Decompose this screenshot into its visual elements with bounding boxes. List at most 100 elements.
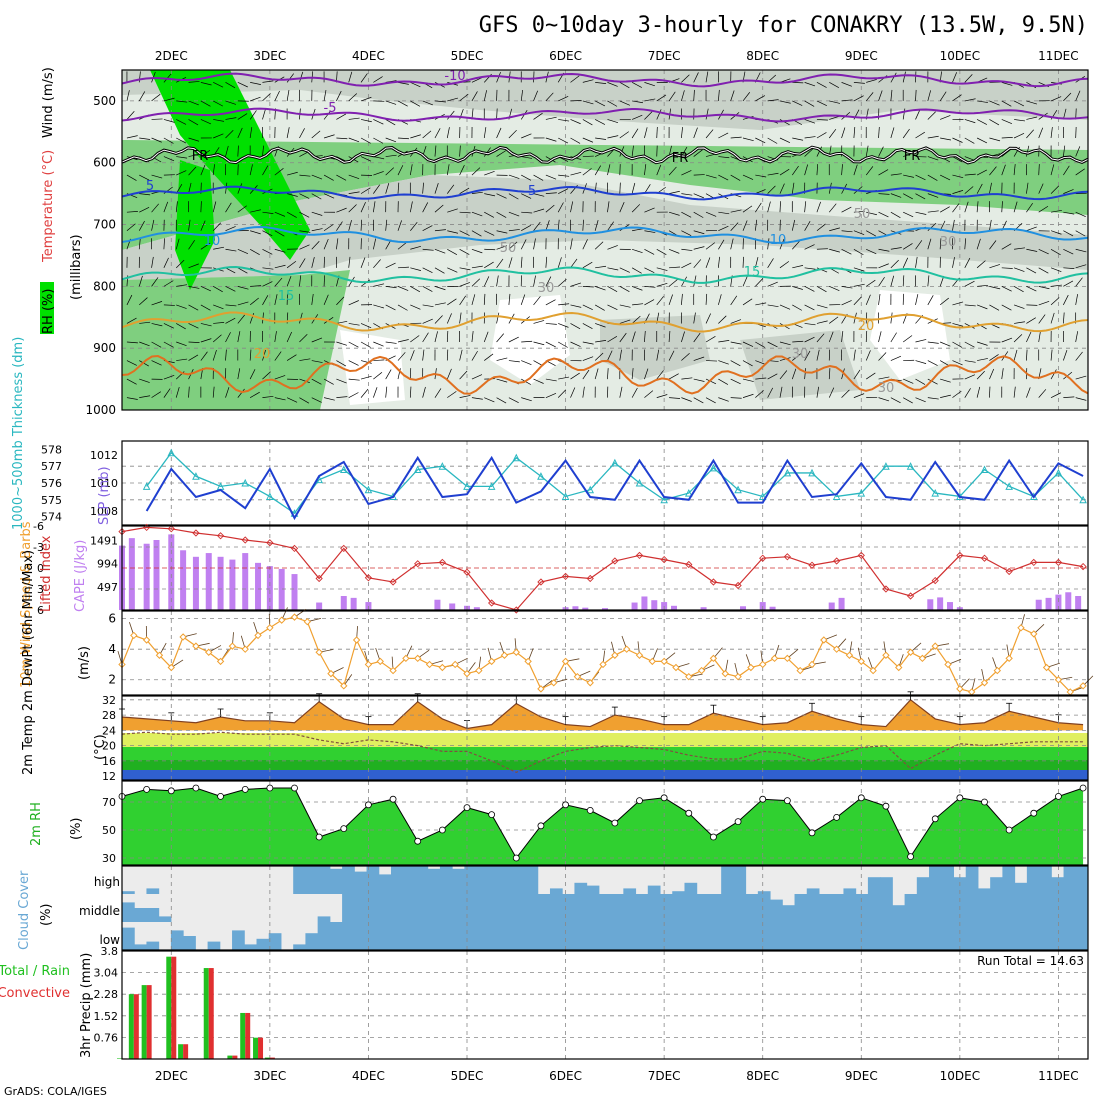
wind-barb <box>188 100 199 106</box>
wind-barb <box>397 165 404 176</box>
cloud-cell-low <box>366 922 380 950</box>
wind-barb <box>262 295 269 306</box>
cape-bar <box>255 562 262 610</box>
cloud-cell-middle <box>427 894 441 922</box>
wind-barb <box>829 248 840 253</box>
wind-barb <box>385 341 397 344</box>
wind-barb <box>459 370 468 380</box>
wind-barb <box>595 323 606 328</box>
wind-barb <box>323 90 327 101</box>
thickness-point <box>463 482 471 490</box>
wind-barb <box>804 368 807 380</box>
thickness-point <box>561 492 570 500</box>
li-point <box>216 532 225 540</box>
cloud-cell-middle <box>806 894 820 922</box>
bottom-date-2DEC: 2DEC <box>155 1069 188 1083</box>
wind-barb <box>1050 369 1057 380</box>
rh-point <box>266 784 274 792</box>
cloud-cell-middle <box>880 894 893 922</box>
wind-barb <box>742 137 754 141</box>
wind-barb <box>989 182 992 194</box>
bottom-date-3DEC: 3DEC <box>253 1069 286 1083</box>
wind-barb <box>299 128 305 139</box>
wind-barb <box>410 100 421 107</box>
wind-barb <box>693 259 702 269</box>
precip-conv-bar <box>258 1037 264 1059</box>
wind-barb <box>446 368 452 380</box>
wind-barb <box>533 221 541 231</box>
wind-barb <box>927 210 939 213</box>
wind-barb <box>952 203 960 213</box>
cloud-cell-low <box>305 933 319 950</box>
wind-barb <box>311 397 322 403</box>
li-tick: 3 <box>37 583 44 596</box>
wind-barb <box>200 351 208 361</box>
li-point <box>709 578 718 586</box>
wind-barb <box>582 239 588 250</box>
rh-point <box>907 853 914 860</box>
rh-point <box>783 797 791 804</box>
li-point <box>586 574 594 583</box>
cloud-cell-middle <box>598 894 612 922</box>
wind-barb <box>471 211 483 217</box>
wind-barb <box>804 100 815 107</box>
wind-barb <box>262 80 274 83</box>
wind-barb <box>212 222 222 231</box>
cloud-cell-low <box>782 922 796 950</box>
wind-barb <box>521 156 533 159</box>
wind-barb <box>915 193 926 200</box>
wind-barb <box>829 227 840 232</box>
cloud-cell-low <box>647 922 661 950</box>
wind-barb <box>545 378 557 382</box>
wind-barb <box>952 341 963 348</box>
wind-barb <box>779 137 791 143</box>
cape-bar <box>242 553 249 610</box>
wind-barb <box>151 137 162 143</box>
wind-barb <box>225 182 228 194</box>
wind-barb <box>890 247 902 250</box>
wind-barb <box>644 127 648 139</box>
wind-barb <box>594 100 606 107</box>
cloud-cell-low <box>929 922 942 950</box>
wind-barb <box>262 108 266 120</box>
wind-barb <box>952 301 964 306</box>
wind-barb <box>262 248 273 255</box>
cloud-cell-high <box>1063 866 1077 894</box>
rh-point <box>562 801 569 809</box>
wind-barb <box>656 394 668 398</box>
cape-bar <box>947 602 953 610</box>
wind-barb <box>878 397 890 402</box>
cloud-cell-high <box>403 866 416 894</box>
temp-band-24 <box>122 733 1088 747</box>
wind-barb <box>360 119 372 123</box>
wind-barb <box>471 77 483 83</box>
precip-ylabel: 3hr Precip (mm) <box>79 953 94 1058</box>
wind-barb <box>570 238 573 250</box>
wind-barb <box>484 211 495 218</box>
wind-barb <box>188 341 200 344</box>
wind-barb <box>558 174 570 177</box>
thickness-point <box>1079 495 1087 504</box>
wind-barb <box>163 257 169 268</box>
wind-barb <box>336 207 347 213</box>
wind-barb <box>582 323 593 330</box>
temp-tick: 24 <box>102 724 116 737</box>
cloud-cell-high <box>721 866 734 894</box>
cape-bar <box>168 534 175 610</box>
wind-barb <box>336 341 347 346</box>
wind-barb <box>459 93 469 102</box>
li-tick: -6 <box>33 520 44 533</box>
precip-rain-bar <box>128 994 134 1059</box>
cape-bar <box>205 553 212 610</box>
wind-barb <box>188 182 192 194</box>
wind-barb <box>422 100 434 106</box>
cloud-cell-low <box>1051 922 1065 950</box>
temp-band-20 <box>122 747 1088 760</box>
li-point <box>488 599 496 607</box>
wind-point <box>622 645 631 653</box>
thickness-point <box>660 495 668 504</box>
cloud-unit-label: (%) <box>39 904 54 927</box>
wind-point <box>759 660 767 669</box>
cloud-cell-high <box>293 866 306 894</box>
